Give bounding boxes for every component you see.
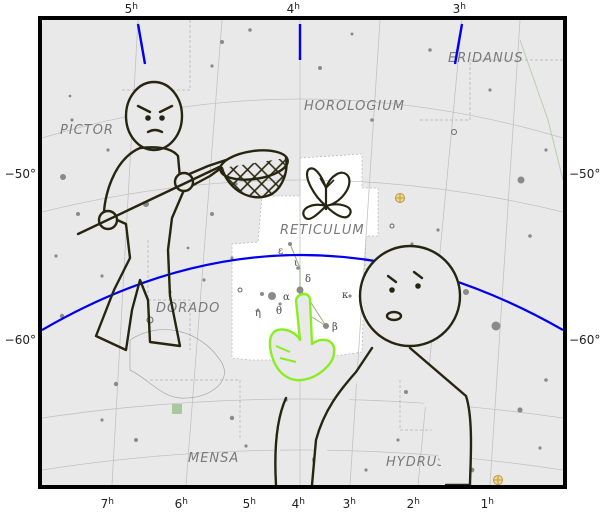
map-frame bbox=[38, 16, 567, 489]
ra-top-label-4h: 4h bbox=[287, 2, 300, 16]
coordinate-grid bbox=[42, 20, 563, 485]
ra-bottom-label-1h: 1h bbox=[481, 497, 494, 511]
ra-bottom-label-5h: 5h bbox=[243, 497, 256, 511]
ra-top-label-5h: 5h bbox=[125, 2, 138, 16]
dec-left-label-60: −60° bbox=[5, 333, 36, 347]
constellation-label-eridanus: ERIDANUS bbox=[448, 51, 523, 66]
star-label-alpha: α bbox=[283, 292, 290, 303]
star-label-kappa: κ bbox=[342, 290, 349, 301]
globular-cluster-cross bbox=[493, 475, 503, 485]
dec-right-label-60: −60° bbox=[569, 333, 600, 347]
variable-star bbox=[237, 287, 243, 293]
star-label-delta: δ bbox=[305, 274, 311, 285]
ra-bottom-label-2h: 2h bbox=[407, 497, 420, 511]
constellation-label-mensa: MENSA bbox=[188, 451, 239, 466]
top-blue-ticks bbox=[136, 23, 464, 65]
ra-bottom-label-3h: 3h bbox=[343, 497, 356, 511]
ra-top-label-3h: 3h bbox=[453, 2, 466, 16]
constellation-label-hydrus: HYDRUS bbox=[386, 455, 447, 470]
stick-figure-with-net bbox=[76, 80, 289, 352]
butterfly-drawing bbox=[302, 167, 352, 221]
ra-bottom-label-7h: 7h bbox=[101, 497, 114, 511]
dec-right-label-50: −50° bbox=[569, 167, 600, 181]
stick-figure-pointing bbox=[274, 244, 473, 485]
constellation-label-reticulum: RETICULUM bbox=[280, 223, 365, 238]
constellation-label-pictor: PICTOR bbox=[60, 123, 114, 138]
dec-left-label-50: −50° bbox=[5, 167, 36, 181]
constellation-label-horologium: HOROLOGIUM bbox=[304, 99, 405, 114]
variable-star bbox=[389, 223, 395, 229]
finger-creases bbox=[275, 345, 297, 363]
star-label-epsilon: ε bbox=[278, 246, 283, 257]
lmc-outline bbox=[129, 329, 225, 399]
constellation-label-dorado: DORADO bbox=[156, 301, 220, 316]
map-area: PICTOR HOROLOGIUM ERIDANUS RETICULUM DOR… bbox=[42, 20, 563, 485]
star-label-eta: η bbox=[255, 308, 261, 319]
star-label-beta: β bbox=[332, 322, 338, 333]
blue-arc bbox=[42, 253, 563, 331]
star-label-theta: θ bbox=[276, 306, 282, 317]
star-label-iota: ι bbox=[294, 258, 298, 269]
globular-cluster-cross bbox=[395, 193, 405, 203]
ra-bottom-label-4h: 4h bbox=[292, 497, 305, 511]
eridanus-line bbox=[519, 39, 563, 181]
variable-star bbox=[451, 129, 457, 135]
ra-bottom-label-6h: 6h bbox=[175, 497, 188, 511]
nebula-marker bbox=[172, 404, 182, 414]
